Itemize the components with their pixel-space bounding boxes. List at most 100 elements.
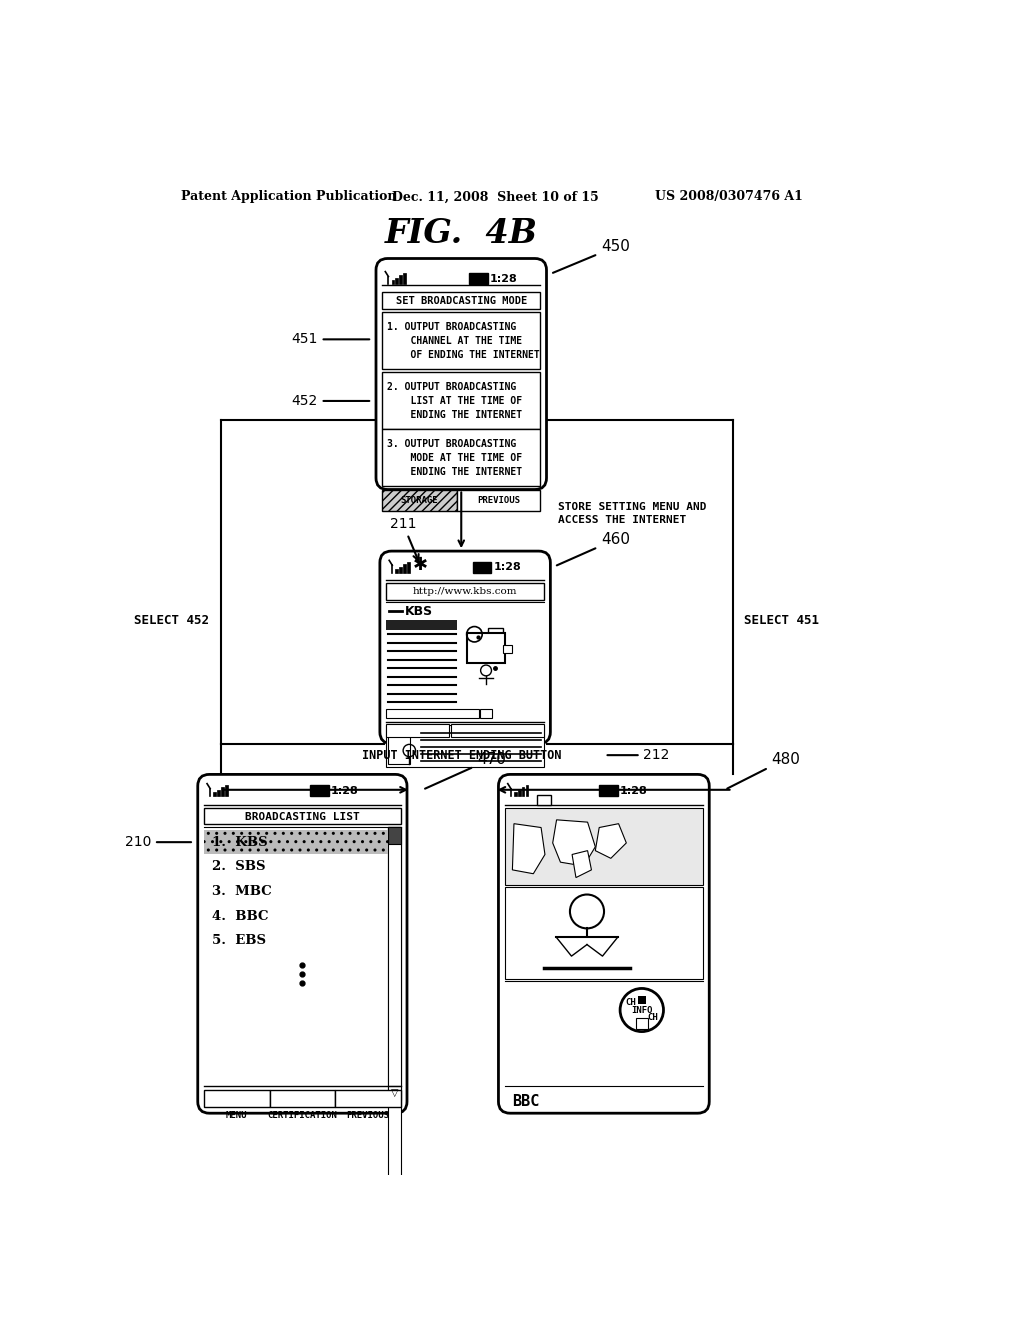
Text: 2.  SBS: 2. SBS	[212, 861, 265, 874]
Text: 212: 212	[607, 748, 670, 762]
FancyBboxPatch shape	[380, 552, 550, 743]
Bar	[403, 273, 406, 284]
Bar	[451, 723, 544, 738]
Text: 1:28: 1:28	[621, 785, 648, 796]
Bar	[310, 785, 329, 796]
Bar	[386, 583, 544, 601]
Bar	[505, 887, 703, 979]
Bar	[467, 634, 506, 663]
Bar	[386, 620, 458, 630]
Bar	[221, 787, 223, 796]
Text: STORAGE: STORAGE	[400, 496, 438, 504]
Text: ▽: ▽	[391, 1088, 398, 1098]
Bar	[204, 1090, 269, 1107]
Text: 1:28: 1:28	[331, 785, 358, 796]
Text: KBS: KBS	[404, 605, 433, 618]
Text: MENU: MENU	[226, 1111, 248, 1119]
Bar	[382, 313, 541, 368]
Polygon shape	[572, 850, 592, 878]
Bar	[538, 795, 551, 805]
Text: 460: 460	[557, 532, 630, 565]
Bar	[395, 569, 398, 573]
Text: 452: 452	[292, 393, 370, 408]
Bar	[213, 792, 216, 796]
Text: US 2008/0307476 A1: US 2008/0307476 A1	[655, 190, 803, 203]
Bar	[388, 826, 400, 1320]
Text: 450: 450	[553, 239, 630, 273]
Text: 210: 210	[125, 836, 191, 849]
Bar	[386, 723, 450, 738]
Bar	[469, 273, 487, 284]
Bar	[407, 561, 410, 573]
Text: Dec. 11, 2008  Sheet 10 of 15: Dec. 11, 2008 Sheet 10 of 15	[391, 190, 598, 203]
Bar	[505, 808, 703, 886]
Text: 451: 451	[292, 333, 370, 346]
Bar	[636, 1019, 648, 1030]
Bar	[386, 709, 479, 718]
FancyBboxPatch shape	[198, 775, 407, 1113]
Bar	[382, 429, 541, 486]
Bar	[388, 826, 400, 1086]
Bar	[525, 785, 528, 796]
Bar	[382, 372, 541, 429]
Text: 5.  EBS: 5. EBS	[212, 935, 265, 948]
Text: 1:28: 1:28	[489, 273, 518, 284]
Bar	[388, 1086, 400, 1100]
Text: 470: 470	[425, 751, 506, 788]
Bar	[395, 277, 398, 284]
Bar	[521, 787, 524, 796]
Bar	[638, 997, 646, 1003]
Text: CERTIFICATION: CERTIFICATION	[267, 1111, 337, 1119]
Text: 211: 211	[390, 517, 419, 560]
Bar	[518, 789, 520, 796]
Text: CH: CH	[647, 1014, 658, 1022]
Bar	[217, 789, 220, 796]
Text: 3.  MBC: 3. MBC	[212, 884, 271, 898]
Polygon shape	[595, 824, 627, 858]
Text: PREVIOUS: PREVIOUS	[477, 496, 520, 504]
Bar	[388, 826, 400, 843]
Text: SET BROADCASTING MODE: SET BROADCASTING MODE	[395, 296, 527, 306]
FancyBboxPatch shape	[499, 775, 710, 1113]
Bar	[386, 725, 544, 767]
FancyBboxPatch shape	[376, 259, 547, 490]
Bar	[514, 792, 517, 796]
Bar	[503, 645, 512, 653]
Text: INFO: INFO	[631, 1006, 652, 1015]
Text: BROADCASTING LIST: BROADCASTING LIST	[245, 812, 359, 822]
Text: 3. OUTPUT BROADCASTING
    MODE AT THE TIME OF
    ENDING THE INTERNET: 3. OUTPUT BROADCASTING MODE AT THE TIME …	[387, 438, 522, 477]
Bar	[599, 785, 617, 796]
Bar	[204, 830, 388, 854]
Bar	[399, 276, 402, 284]
Text: Patent Application Publication: Patent Application Publication	[180, 190, 396, 203]
Text: INPUT INTERNET ENDING BUTTON: INPUT INTERNET ENDING BUTTON	[361, 748, 561, 762]
Text: ✱: ✱	[413, 556, 428, 574]
Text: 1.  KBS: 1. KBS	[212, 836, 267, 849]
Text: BBC: BBC	[512, 1094, 540, 1109]
Bar	[399, 566, 402, 573]
Polygon shape	[553, 820, 595, 866]
Bar	[204, 808, 400, 825]
Text: CH: CH	[626, 998, 636, 1007]
Text: STORE SETTING MENU AND: STORE SETTING MENU AND	[558, 502, 707, 512]
Text: FIG.  4B: FIG. 4B	[385, 218, 538, 251]
Text: 480: 480	[727, 751, 800, 788]
Text: SELECT 452: SELECT 452	[134, 614, 209, 627]
Text: 4.  BBC: 4. BBC	[212, 909, 268, 923]
Text: SELECT 451: SELECT 451	[744, 614, 819, 627]
Bar	[457, 490, 541, 511]
Bar	[480, 709, 492, 718]
Bar	[403, 564, 406, 573]
Text: ACCESS THE INTERNET: ACCESS THE INTERNET	[558, 515, 686, 525]
Bar	[269, 1090, 335, 1107]
Bar	[225, 785, 227, 796]
Text: 1:28: 1:28	[494, 562, 521, 573]
Text: 1. OUTPUT BROADCASTING
    CHANNEL AT THE TIME
    OF ENDING THE INTERNET: 1. OUTPUT BROADCASTING CHANNEL AT THE TI…	[387, 322, 540, 359]
Bar	[487, 628, 503, 642]
Bar	[388, 729, 410, 763]
Text: PREVIOUS: PREVIOUS	[346, 1111, 389, 1119]
Bar	[382, 490, 457, 511]
Bar	[391, 280, 394, 284]
Text: http://www.kbs.com: http://www.kbs.com	[413, 587, 517, 597]
Bar	[473, 562, 492, 573]
